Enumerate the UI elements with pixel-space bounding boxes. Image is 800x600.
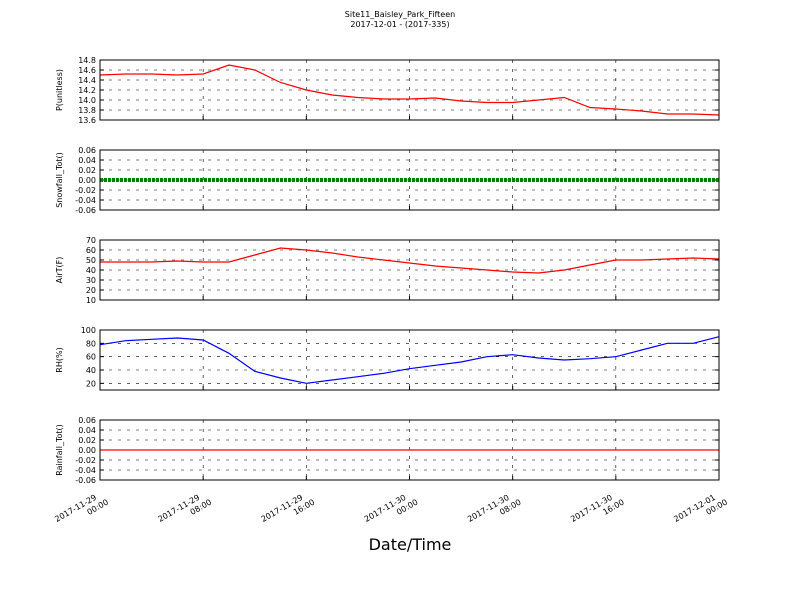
y-tick-label: 13.8 xyxy=(78,106,96,115)
y-tick-label: 14.8 xyxy=(78,56,96,65)
chart-title: Site11_Baisley_Park_Fifteen xyxy=(345,10,455,19)
plot-frame xyxy=(99,419,720,481)
x-tick-label: 2017-11-3000:00 xyxy=(363,489,420,533)
y-tick-label: -0.06 xyxy=(75,476,96,485)
x-tick-label: 2017-11-2916:00 xyxy=(260,489,317,533)
data-line xyxy=(99,64,720,116)
y-tick-label: 0.06 xyxy=(78,416,96,425)
data-line xyxy=(99,336,720,384)
y-tick-label: 40 xyxy=(86,266,96,275)
y-tick-label: 14.0 xyxy=(78,96,96,105)
y-tick-label: 0.02 xyxy=(78,166,96,175)
y-tick-label: -0.06 xyxy=(75,206,96,215)
x-tick-label: 2017-11-3008:00 xyxy=(466,489,523,533)
y-tick-label: 60 xyxy=(86,246,96,255)
y-tick-label: 0.04 xyxy=(78,156,96,165)
y-axis-label: P(unitless) xyxy=(55,69,64,111)
x-tick-label: 2017-11-2908:00 xyxy=(156,489,213,533)
y-tick-label: -0.02 xyxy=(75,186,96,195)
y-tick-label: 0.00 xyxy=(78,446,96,455)
plot-frame xyxy=(99,59,720,121)
plot-frame xyxy=(99,239,720,301)
y-axis-label: Rainfall_Tot() xyxy=(55,424,64,476)
y-axis-label: AirT(F) xyxy=(55,257,64,284)
y-tick-label: -0.04 xyxy=(75,466,96,475)
y-tick-label: 10 xyxy=(86,296,96,305)
y-tick-label: 14.2 xyxy=(78,86,96,95)
y-axis-label: Snowfall_Tot() xyxy=(55,152,64,208)
y-tick-label: 14.6 xyxy=(78,66,96,75)
y-tick-label: 50 xyxy=(86,256,96,265)
plot-frame xyxy=(99,329,720,391)
y-tick-label: 0.00 xyxy=(78,176,96,185)
chart-subtitle: 2017-12-01 - (2017-335) xyxy=(350,20,449,29)
y-tick-label: 0.06 xyxy=(78,146,96,155)
y-tick-label: 0.02 xyxy=(78,436,96,445)
y-tick-label: 60 xyxy=(86,353,96,362)
x-axis-label: Date/Time xyxy=(369,535,452,554)
y-tick-label: -0.04 xyxy=(75,196,96,205)
y-tick-label: 70 xyxy=(86,236,96,245)
x-tick-label: 2017-12-0100:00 xyxy=(672,489,729,533)
x-tick-label: 2017-11-2900:00 xyxy=(53,489,110,533)
y-tick-label: 30 xyxy=(86,276,96,285)
plot-frame xyxy=(99,149,720,211)
y-tick-label: 0.04 xyxy=(78,426,96,435)
y-axis-label: RH(%) xyxy=(55,347,64,372)
y-tick-label: 80 xyxy=(86,339,96,348)
data-line xyxy=(100,247,720,274)
y-tick-label: 100 xyxy=(81,326,96,335)
x-tick-label: 2017-11-3016:00 xyxy=(569,489,626,533)
y-tick-label: 13.6 xyxy=(78,116,96,125)
y-tick-label: 40 xyxy=(86,366,96,375)
y-tick-label: 20 xyxy=(86,286,96,295)
y-tick-label: -0.02 xyxy=(75,456,96,465)
y-tick-label: 20 xyxy=(86,379,96,388)
y-tick-label: 14.4 xyxy=(78,76,96,85)
